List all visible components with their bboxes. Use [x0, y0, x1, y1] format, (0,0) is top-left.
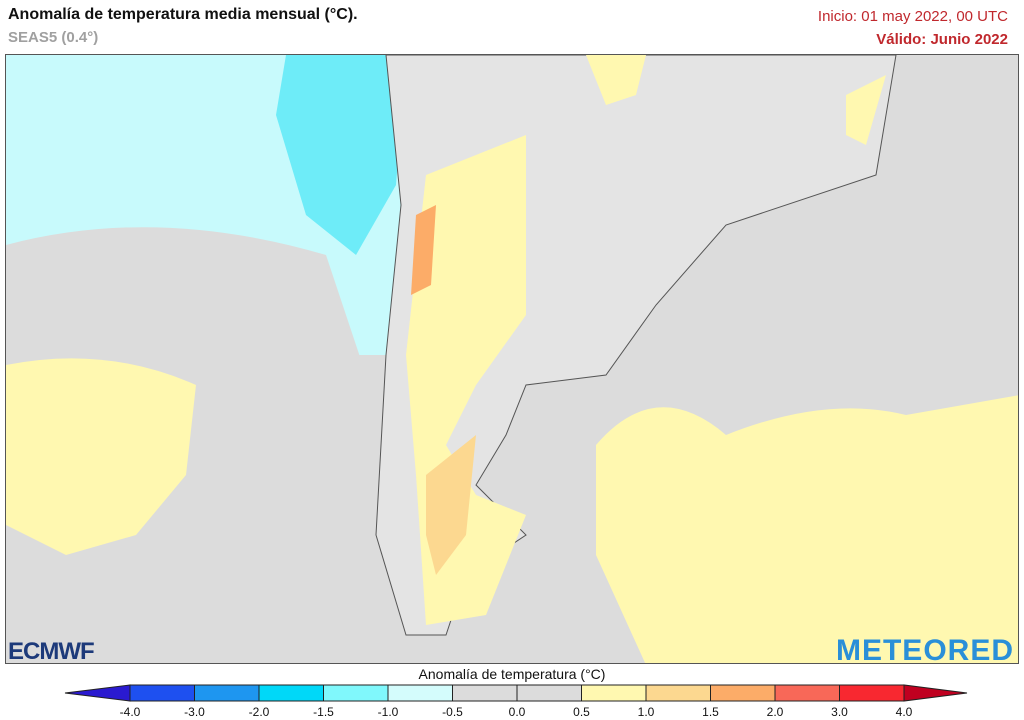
colorbar-tick-label: 1.0 [637, 705, 655, 719]
colorbar-bin [387, 684, 453, 702]
warm-anomaly-east [596, 395, 1018, 663]
colorbar-tick-label: -3.0 [184, 705, 205, 719]
colorbar-bin [774, 684, 840, 702]
warm-anomaly-west [6, 358, 196, 555]
cyan-ocean-strip [276, 55, 406, 255]
colorbar-under-triangle [64, 684, 131, 702]
colorbar-bin [258, 684, 324, 702]
colorbar-bin [323, 684, 389, 702]
colorbar-bin [194, 684, 260, 702]
colorbar-bin [452, 684, 518, 702]
colorbar-tick-label: -1.0 [377, 705, 399, 719]
colorbar-tick-label: -1.5 [313, 705, 334, 719]
meteored-logo: METEORED [835, 634, 1014, 667]
colorbar-title: Anomalía de temperatura (°C) [418, 666, 606, 682]
colorbar [64, 684, 968, 702]
colorbar-bin [710, 684, 776, 702]
colorbar-bin [645, 684, 711, 702]
colorbar-tick-label: 4.0 [895, 705, 913, 719]
colorbar-tick-label: -2.0 [248, 705, 270, 719]
map-title: Anomalía de temperatura media mensual (°… [8, 6, 358, 23]
colorbar-over-triangle [903, 684, 968, 702]
colorbar-tick-label: 1.5 [702, 705, 719, 719]
valid-date: Válido: Junio 2022 [876, 31, 1008, 48]
anomaly-map [5, 54, 1019, 664]
colorbar-tick-label: -0.5 [442, 705, 463, 719]
model-label: SEAS5 (0.4°) [8, 29, 99, 46]
warm-patch-ne [846, 75, 886, 145]
colorbar-tick-label: 0.0 [508, 705, 526, 719]
colorbar-bin [516, 684, 582, 702]
colorbar-tick-label: 3.0 [831, 705, 848, 719]
colorbar-bin [129, 684, 195, 702]
colorbar-bin [581, 684, 647, 702]
warm-anomaly-patagonia [426, 435, 476, 575]
colorbar-bin [839, 684, 905, 702]
colorbar-tick-label: 0.5 [573, 705, 590, 719]
init-date: Inicio: 01 may 2022, 00 UTC [817, 8, 1008, 25]
warm-anomaly-cuyo [411, 205, 436, 295]
ecmwf-logo: ECMWF [8, 638, 95, 665]
colorbar-tick-label: -4.0 [119, 705, 141, 719]
colorbar-tick-label: 2.0 [766, 705, 784, 719]
warm-anomaly-north [586, 55, 646, 105]
